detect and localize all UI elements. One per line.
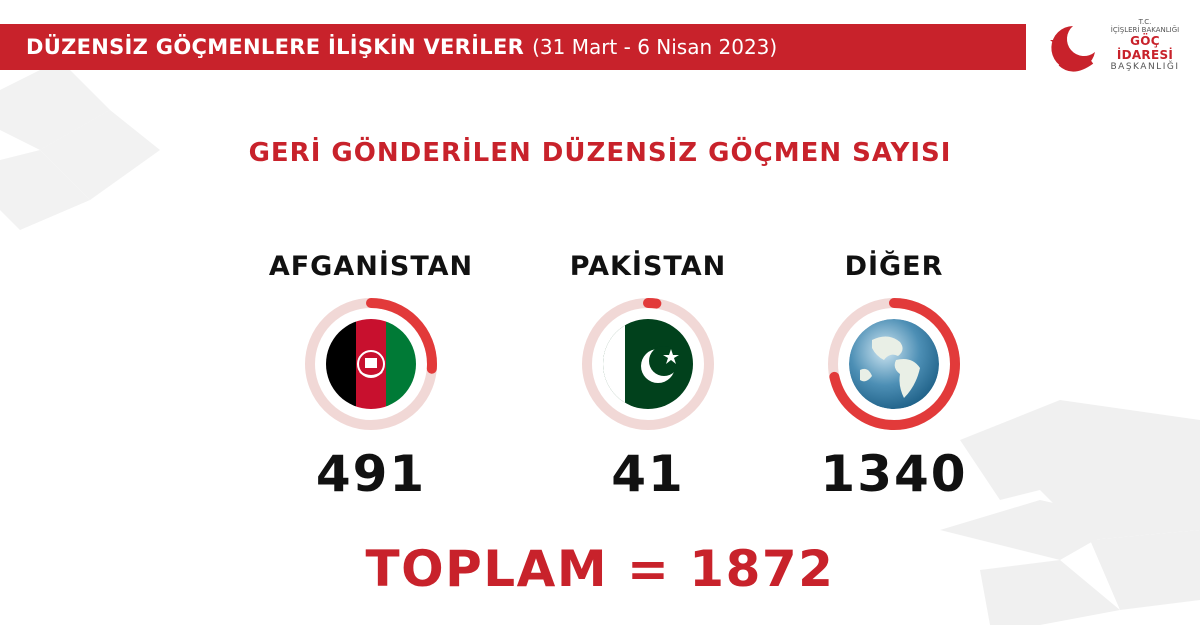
header-bar: DÜZENSİZ GÖÇMENLERE İLİŞKİN VERİLER (31 … xyxy=(0,24,1028,70)
header-date-range: (31 Mart - 6 Nisan 2023) xyxy=(532,35,778,59)
ring-progress-2 xyxy=(828,298,960,430)
ring-progress-1 xyxy=(582,298,714,430)
logo-text: T.C. İÇİŞLERİ BAKANLIĞI GÖÇ İDARESİ BAŞK… xyxy=(1110,18,1180,72)
icon-frame-1 xyxy=(594,310,702,418)
afghanistan-flag-icon xyxy=(326,319,416,409)
icon-frame-0 xyxy=(317,310,425,418)
logo-line-tc: T.C. xyxy=(1138,18,1152,26)
value-label-1: 41 xyxy=(611,445,685,503)
category-label-2: DİĞER xyxy=(845,250,944,282)
goc-idaresi-logo: T.C. İÇİŞLERİ BAKANLIĞI GÖÇ İDARESİ BAŞK… xyxy=(1038,14,1198,84)
crescent-star-logo-icon xyxy=(1050,26,1095,72)
logo-line-ministry: İÇİŞLERİ BAKANLIĞI xyxy=(1110,26,1180,34)
logo-line-presidency: BAŞKANLIĞI xyxy=(1110,62,1180,72)
category-label-1: PAKİSTAN xyxy=(570,250,726,282)
pakistan-flag-icon xyxy=(603,319,693,409)
header-title: DÜZENSİZ GÖÇMENLERE İLİŞKİN VERİLER xyxy=(26,35,525,59)
ring-progress-0 xyxy=(305,298,437,430)
category-label-0: AFGANİSTAN xyxy=(269,250,473,282)
value-label-2: 1340 xyxy=(820,445,967,503)
globe-icon xyxy=(849,319,939,409)
total-count: TOPLAM = 1872 xyxy=(365,540,835,598)
value-label-0: 491 xyxy=(316,445,426,503)
logo-line-agency: GÖÇ İDARESİ xyxy=(1116,34,1174,62)
chart-title: GERİ GÖNDERİLEN DÜZENSİZ GÖÇMEN SAYISI xyxy=(248,138,952,168)
icon-frame-2 xyxy=(840,310,948,418)
